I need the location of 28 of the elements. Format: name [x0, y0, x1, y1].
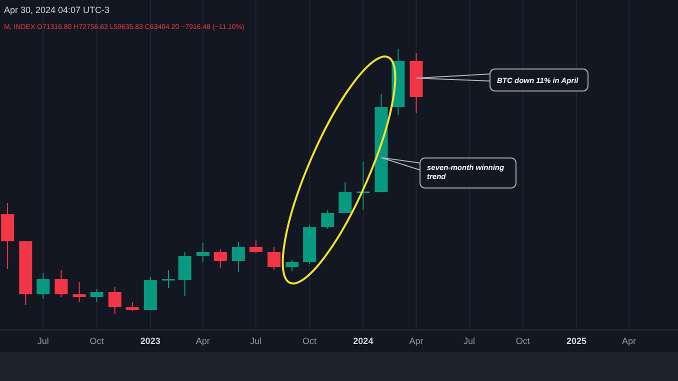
text: Apr 30, 2024 04:07 UTC-3	[4, 5, 110, 15]
candlestick	[162, 270, 175, 289]
x-tick-label: Apr	[196, 336, 210, 346]
candlestick	[338, 182, 352, 214]
x-tick-label: Jul	[250, 336, 262, 346]
x-tick-label: Oct	[516, 336, 530, 346]
candlestick	[54, 270, 68, 298]
x-tick-label: 2024	[353, 336, 374, 346]
x-tick-label: Oct	[302, 336, 318, 346]
candlestick	[72, 281, 86, 303]
x-tick-label: Apr	[409, 336, 424, 346]
candlestick	[214, 248, 227, 268]
x-tick-label: Oct	[90, 336, 104, 346]
candlestick	[36, 272, 50, 300]
x-tick-label: Jul	[464, 336, 476, 346]
candlestick	[249, 240, 262, 254]
candlestick	[286, 259, 299, 272]
x-tick-label: 2025	[566, 336, 587, 346]
candlestick	[108, 286, 122, 314]
candlestick	[126, 302, 139, 312]
candlestick	[232, 241, 245, 273]
candlestick	[90, 288, 104, 303]
x-tick-label: 2023	[140, 336, 160, 346]
candlestick	[196, 242, 210, 263]
x-tick-label: Jul	[37, 336, 49, 346]
candlestick	[321, 210, 334, 230]
candlestick	[268, 246, 280, 271]
x-tick-label: Apr	[622, 336, 636, 346]
